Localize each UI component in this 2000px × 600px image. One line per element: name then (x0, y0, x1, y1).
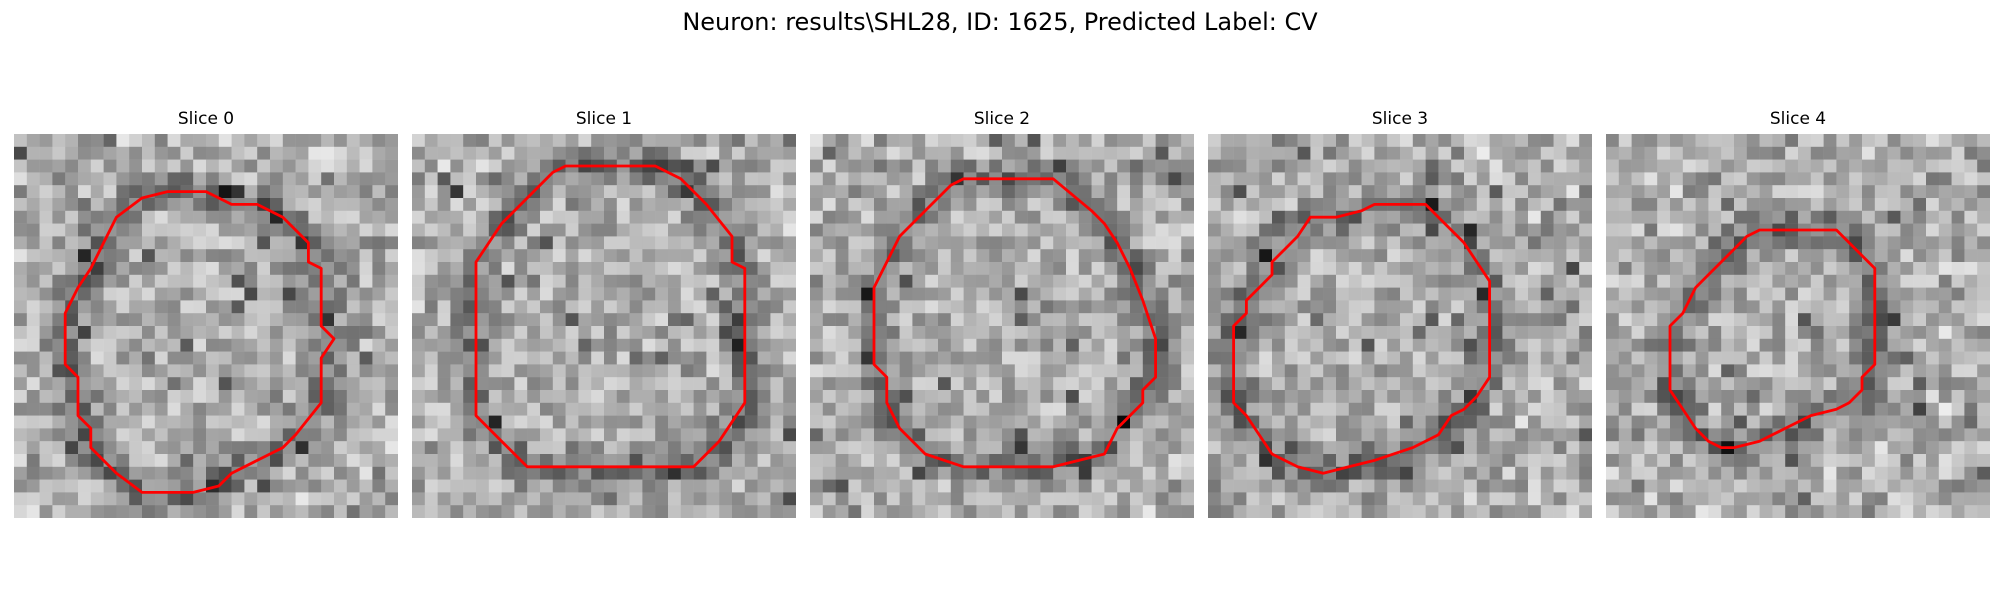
slice-title-3: Slice 3 (1208, 108, 1592, 130)
figure-title: Neuron: results\SHL28, ID: 1625, Predict… (0, 6, 2000, 38)
slice-image-3 (1208, 134, 1592, 518)
slice-title-4: Slice 4 (1606, 108, 1990, 130)
slice-image-4 (1606, 134, 1990, 518)
slice-image-0 (14, 134, 398, 518)
slice-title-0: Slice 0 (14, 108, 398, 130)
slice-title-1: Slice 1 (412, 108, 796, 130)
slice-image-2 (810, 134, 1194, 518)
slice-image-1 (412, 134, 796, 518)
slice-title-2: Slice 2 (810, 108, 1194, 130)
